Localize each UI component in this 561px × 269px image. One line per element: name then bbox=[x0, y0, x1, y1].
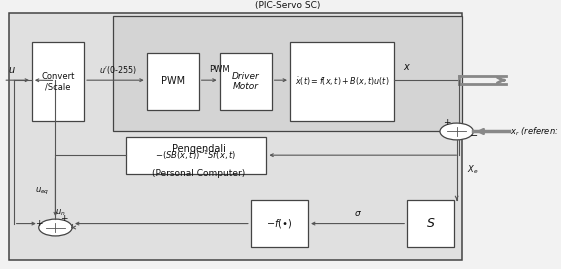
Text: $u_{eq}$: $u_{eq}$ bbox=[35, 186, 49, 197]
Text: $\sigma$: $\sigma$ bbox=[353, 208, 362, 218]
Text: PWM: PWM bbox=[160, 76, 185, 87]
FancyBboxPatch shape bbox=[32, 42, 84, 121]
Circle shape bbox=[440, 123, 473, 140]
Text: (PIC-Servo SC): (PIC-Servo SC) bbox=[255, 1, 320, 10]
FancyBboxPatch shape bbox=[113, 16, 462, 132]
Text: PWM: PWM bbox=[209, 65, 230, 74]
Text: +: + bbox=[35, 219, 43, 228]
Text: $x$: $x$ bbox=[403, 62, 411, 72]
Circle shape bbox=[39, 219, 72, 236]
Text: $S$: $S$ bbox=[426, 217, 435, 230]
FancyBboxPatch shape bbox=[146, 52, 199, 111]
FancyBboxPatch shape bbox=[407, 200, 454, 247]
Text: $u_n$: $u_n$ bbox=[56, 208, 66, 218]
FancyBboxPatch shape bbox=[8, 13, 462, 260]
Text: $-(SB(x,t))^{-1}Sf(x,t)$: $-(SB(x,t))^{-1}Sf(x,t)$ bbox=[155, 148, 237, 162]
Text: $x_r$ (referen:: $x_r$ (referen: bbox=[510, 125, 558, 138]
Text: +: + bbox=[443, 118, 450, 127]
FancyBboxPatch shape bbox=[290, 42, 394, 121]
Text: $u'(0\text{-}255)$: $u'(0\text{-}255)$ bbox=[99, 64, 137, 76]
Text: $u$: $u$ bbox=[8, 65, 16, 75]
FancyBboxPatch shape bbox=[126, 137, 266, 174]
Text: (Personal Computer): (Personal Computer) bbox=[152, 169, 246, 178]
Text: +: + bbox=[60, 214, 67, 223]
Text: $X_e$: $X_e$ bbox=[467, 164, 479, 176]
Text: Driver
Motor: Driver Motor bbox=[232, 72, 260, 91]
Text: Pengendali: Pengendali bbox=[172, 144, 226, 154]
FancyBboxPatch shape bbox=[219, 52, 272, 111]
Text: $\dot{x}(t) = f(x,t) + B(x,t)u(t)$: $\dot{x}(t) = f(x,t) + B(x,t)u(t)$ bbox=[295, 75, 389, 88]
Text: $-$: $-$ bbox=[469, 129, 478, 139]
Text: $-f(\bullet)$: $-f(\bullet)$ bbox=[266, 217, 293, 230]
Text: Convert
/Scale: Convert /Scale bbox=[42, 72, 75, 91]
FancyBboxPatch shape bbox=[251, 200, 308, 247]
